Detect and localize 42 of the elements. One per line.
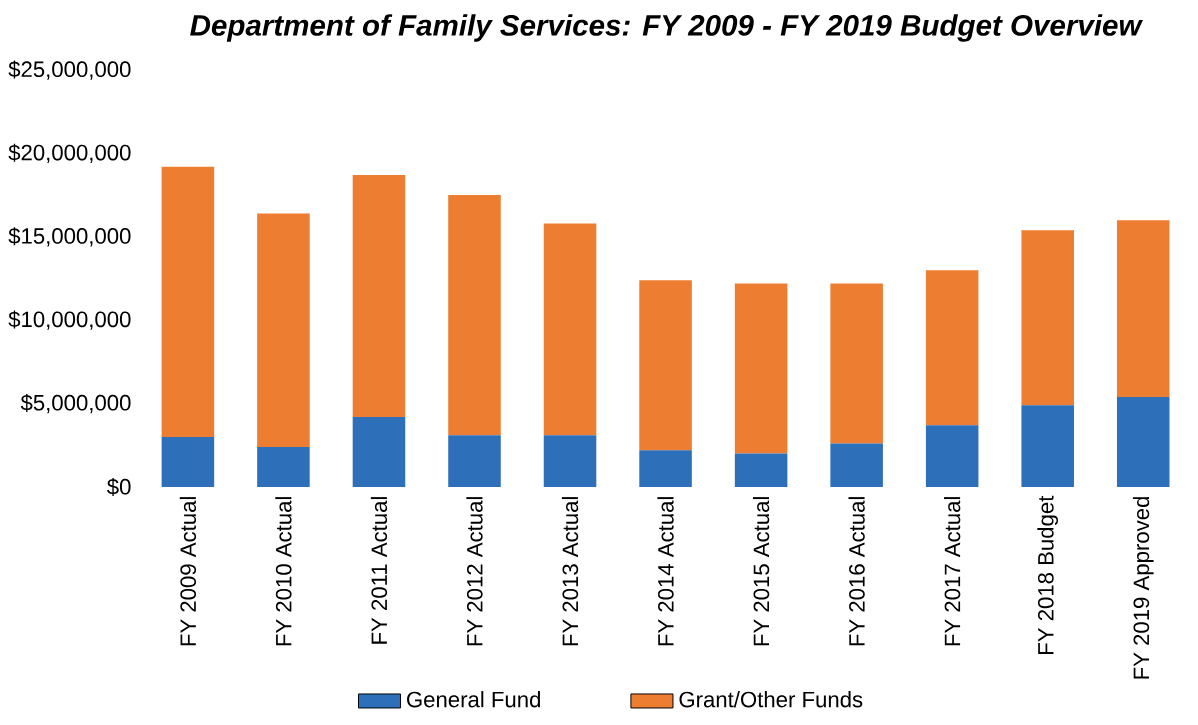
y-tick-label: $25,000,000 bbox=[8, 60, 131, 80]
x-tick-label: FY 2014 Actual bbox=[657, 497, 674, 646]
bar bbox=[448, 195, 501, 436]
x-tick-label: FY 2012 Actual bbox=[466, 497, 483, 646]
x-tick-label: FY 2013 Actual bbox=[561, 497, 579, 646]
x-tick-label: FY 2017 Actual bbox=[944, 497, 961, 646]
bar bbox=[734, 283, 788, 454]
chart-title: Department of Family Services: FY 2009 - FY 2019 Budget Overview bbox=[190, 14, 1143, 42]
x-tick-label: FY 2018 Budget bbox=[1037, 495, 1059, 654]
x-tick-label: FY 2019 Approved bbox=[1132, 497, 1154, 679]
bar bbox=[925, 425, 979, 487]
bar bbox=[830, 443, 883, 487]
bar bbox=[161, 166, 215, 437]
bar bbox=[161, 436, 215, 487]
x-tick-label: FY 2009 Actual bbox=[179, 497, 197, 646]
legend-label: General Fund bbox=[407, 691, 540, 708]
bar bbox=[352, 175, 406, 417]
bar bbox=[352, 416, 406, 487]
bar bbox=[257, 446, 310, 487]
bar bbox=[639, 280, 692, 451]
bar bbox=[543, 223, 597, 436]
x-tick-label: FY 2016 Actual bbox=[848, 497, 865, 646]
bar bbox=[1021, 405, 1074, 487]
legend-label: Grant/Other Funds bbox=[679, 691, 863, 708]
y-tick-label: $10,000,000 bbox=[8, 310, 131, 330]
bar bbox=[1116, 220, 1170, 397]
y-tick-label: $5,000,000 bbox=[20, 393, 131, 414]
bar bbox=[830, 283, 883, 444]
y-tick-label: $15,000,000 bbox=[8, 227, 131, 247]
x-tick-label: FY 2010 Actual bbox=[275, 497, 292, 646]
bar bbox=[639, 450, 692, 487]
y-tick-label: $0 bbox=[107, 477, 131, 496]
bar bbox=[257, 213, 310, 447]
bar bbox=[925, 270, 979, 426]
bar bbox=[543, 435, 597, 487]
bar bbox=[734, 453, 788, 487]
bar bbox=[1021, 230, 1074, 406]
x-tick-label: FY 2011 Actual bbox=[370, 497, 388, 644]
y-tick-label: $20,000,000 bbox=[8, 143, 131, 163]
x-tick-label: FY 2015 Actual bbox=[752, 497, 770, 646]
bar bbox=[1116, 396, 1170, 487]
bar bbox=[448, 435, 501, 487]
